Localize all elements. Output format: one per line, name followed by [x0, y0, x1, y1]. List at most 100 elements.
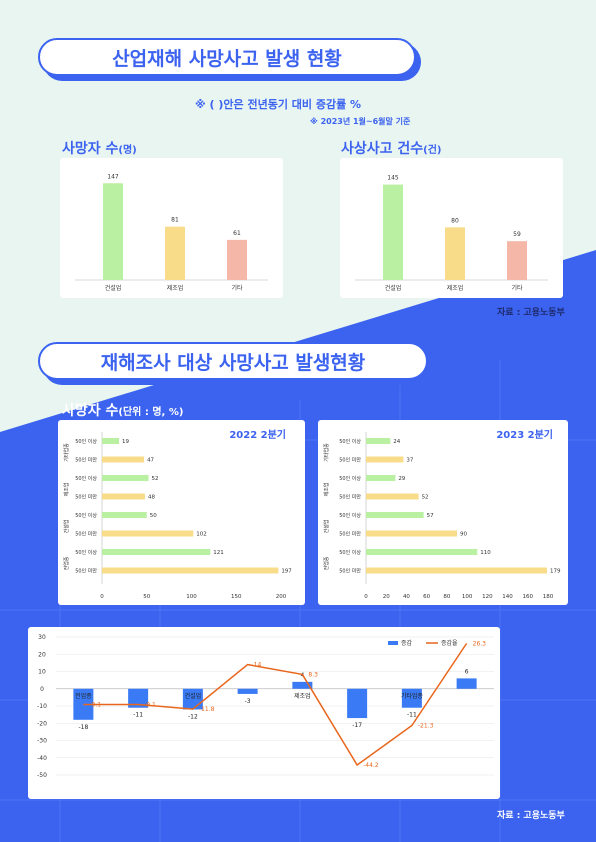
cases-chart-card: 145 건설업 80 제조업 59 기타 — [340, 158, 563, 298]
deaths-chart: 147 건설업 81 제조업 61 기타 — [75, 173, 268, 292]
bar-value-3: -3 — [245, 698, 251, 705]
bar-1 — [445, 227, 465, 280]
bar-1 — [165, 226, 185, 280]
bar-value-2: 52 — [152, 476, 159, 482]
row-label-6: 50인 이상 — [339, 549, 361, 556]
bar-1 — [128, 688, 149, 708]
bar-2 — [227, 239, 247, 280]
row-label-0: 50인 이상 — [339, 438, 361, 445]
rate-label-7: 26.3 — [473, 640, 487, 647]
bar-value-3: 48 — [148, 495, 155, 501]
bar-value-2: -12 — [188, 713, 198, 720]
rate-label-0: -9.1 — [89, 701, 101, 708]
bar-value-1: 37 — [406, 458, 413, 464]
bar-0 — [102, 438, 120, 444]
bar-value-0: -18 — [78, 724, 88, 731]
cases-chart: 145 건설업 80 제조업 59 기타 — [355, 175, 548, 292]
bar-value-0: 147 — [107, 173, 119, 180]
bar-value-7: 6 — [465, 668, 469, 675]
source-2: 자료 : 고용노동부 — [497, 811, 565, 821]
x-tick-2: 40 — [403, 594, 410, 600]
row-label-1: 50인 미만 — [75, 457, 97, 464]
row-label-4: 50인 이상 — [339, 512, 361, 519]
legend-bar-label: 증감 — [401, 640, 413, 647]
bar-value-0: 24 — [393, 439, 400, 445]
row-label-5: 50인 미만 — [75, 531, 97, 538]
note-1: ※ ( )안은 전년동기 대비 증감률 % — [195, 98, 362, 111]
x-tick-1: 50 — [143, 594, 150, 600]
rate-label-2: -11.8 — [199, 706, 215, 713]
bar-2 — [366, 475, 396, 481]
x-tick-6: 120 — [482, 594, 493, 600]
group-label-1: 제조업 — [323, 483, 330, 497]
category-label-0: 건설업 — [105, 284, 122, 292]
row-label-7: 50인 미만 — [75, 568, 97, 575]
row-label-7: 50인 미만 — [339, 568, 361, 575]
title-2: 재해조사 대상 사망사고 발생현황 — [100, 351, 366, 374]
group-label-2: 건설업 — [63, 520, 70, 534]
x-tick-0: 0 — [364, 594, 368, 600]
bar-0 — [366, 438, 391, 444]
source-1: 자료 : 고용노동부 — [497, 308, 565, 318]
bar-value-4: 57 — [427, 513, 434, 519]
bar-value-2: 59 — [513, 231, 521, 238]
row-label-1: 50인 미만 — [339, 457, 361, 464]
category-label-2: 건설업 — [185, 692, 202, 700]
title-banner-2: 재해조사 대상 사망사고 발생현황 — [38, 342, 428, 380]
row-label-3: 50인 미만 — [75, 494, 97, 501]
row-label-6: 50인 이상 — [75, 549, 97, 556]
y-tick-7: -40 — [37, 755, 47, 762]
category-label-0: 건설업 — [385, 284, 402, 292]
note-2: ※ 2023년 1월~6월말 기준 — [310, 117, 411, 126]
rate-label-1: -9.1 — [144, 701, 156, 708]
bar-value-6: 121 — [213, 550, 224, 556]
row-label-2: 50인 이상 — [75, 475, 97, 482]
bar-1 — [102, 456, 145, 463]
bar-value-2: 29 — [398, 476, 405, 482]
category-label-2: 기타 — [231, 284, 243, 292]
y-tick-2: 10 — [38, 669, 46, 676]
rate-label-6: -21.3 — [418, 722, 434, 729]
row-label-0: 50인 이상 — [75, 438, 97, 445]
bar-7 — [102, 567, 279, 574]
category-label-2: 기타 — [511, 284, 523, 292]
bar-2 — [102, 475, 149, 481]
row-label-2: 50인 이상 — [339, 475, 361, 482]
bar-4 — [366, 512, 424, 518]
bar-value-7: 179 — [550, 569, 561, 575]
q2-2023-chart: 2023 2분기 24 50인 이상 37 50인 미만 29 50인 이상 52 50인 미만… — [323, 428, 561, 600]
chart-title: 2023 2분기 — [496, 428, 553, 441]
q2-2023-chart-card: 2023 2분기 24 50인 이상 37 50인 미만 29 50인 이상 52 50인 미만… — [318, 420, 568, 605]
bar-7 — [456, 678, 477, 689]
y-tick-8: -50 — [37, 772, 47, 779]
rate-line — [83, 642, 468, 767]
bar-value-5: 102 — [196, 532, 207, 538]
category-label-0: 전업종 — [75, 692, 92, 700]
q2-2022-chart: 2022 2분기 19 50인 이상 47 50인 미만 52 50인 이상 48 50인 미만… — [63, 428, 292, 600]
change-chart-card: 30 20 10 0 -10 -20 -30 -40 -50 -18 전업종 -11 -12 건설업 -3 4… — [28, 627, 500, 799]
rate-label-4: 8.3 — [308, 671, 318, 678]
y-tick-3: 0 — [40, 686, 44, 693]
y-tick-1: 20 — [38, 651, 46, 658]
group-label-0: 기타업종 — [63, 443, 70, 462]
bar-5 — [347, 688, 368, 719]
bar-1 — [366, 456, 404, 463]
x-tick-3: 60 — [423, 594, 430, 600]
bar-5 — [366, 530, 457, 537]
bar-value-7: 197 — [281, 569, 292, 575]
group-label-3: 전업종 — [63, 556, 70, 570]
title-1: 산업재해 사망사고 발생 현황 — [112, 47, 342, 70]
bar-6 — [102, 549, 211, 555]
bar-value-6: 110 — [480, 550, 491, 556]
x-tick-5: 100 — [462, 594, 473, 600]
legend-bar-swatch — [388, 641, 398, 645]
legend-line-label: 증감율 — [441, 640, 458, 647]
bar-0 — [103, 183, 123, 280]
chart-title: 2022 2분기 — [229, 428, 286, 441]
cases-heading: 사상사고 건수(건) — [341, 141, 442, 157]
bar-value-2: 61 — [233, 230, 241, 237]
bar-value-1: 47 — [147, 458, 154, 464]
bar-0 — [383, 184, 403, 280]
bar-4 — [102, 512, 147, 518]
bar-value-5: 90 — [460, 532, 467, 538]
